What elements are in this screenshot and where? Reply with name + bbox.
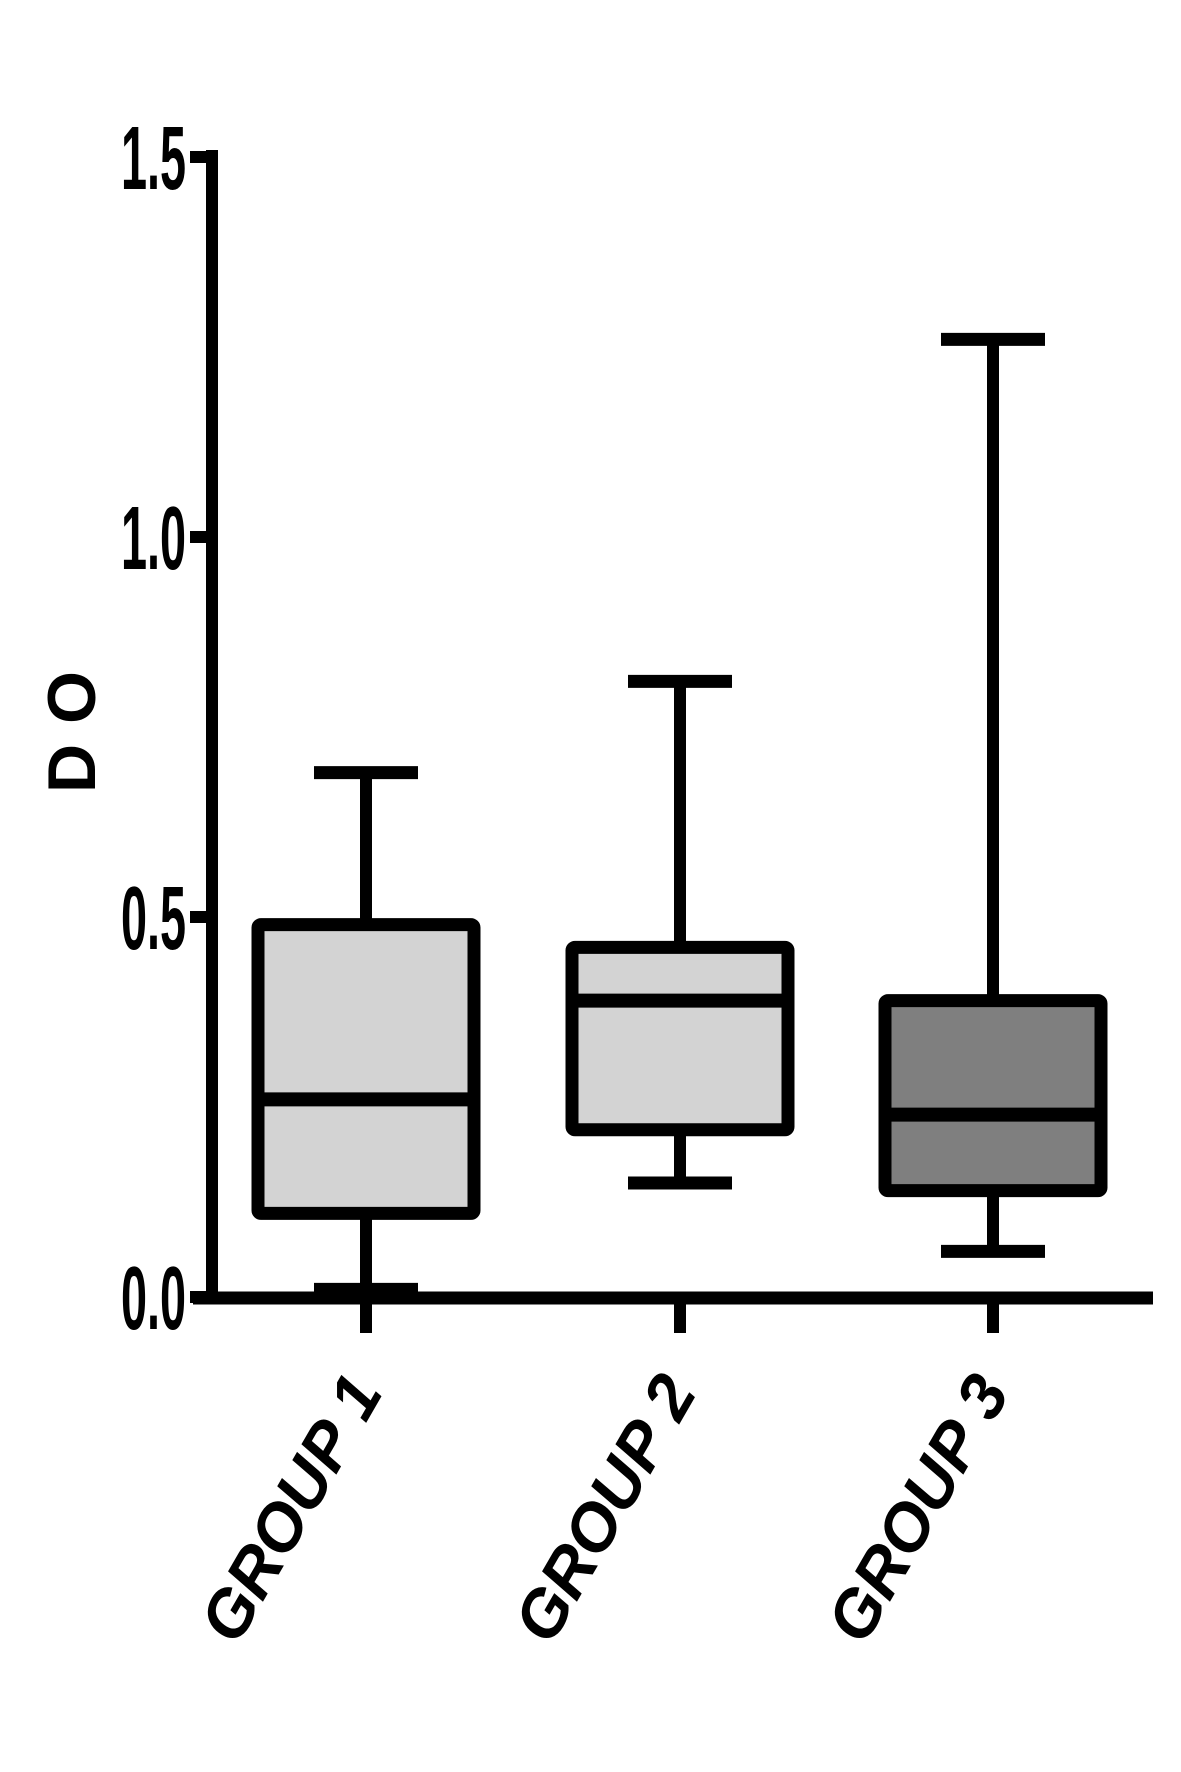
y-tick-label: 1.5	[121, 109, 186, 209]
box-group-3: GROUP 3	[812, 332, 1108, 1654]
box-group-1: GROUP 1	[185, 766, 481, 1654]
y-tick-label: 0.0	[121, 1249, 186, 1349]
x-category-label: GROUP 2	[499, 1362, 711, 1654]
iqr-box	[251, 918, 481, 1220]
y-tick-label: 0.5	[121, 869, 186, 969]
y-tick-label: 1.0	[121, 489, 186, 589]
iqr-box	[565, 940, 795, 1137]
y-axis-title: DO	[34, 651, 110, 793]
iqr-box	[878, 994, 1108, 1198]
box-group-2: GROUP 2	[499, 674, 795, 1654]
x-category-label: GROUP 1	[185, 1362, 396, 1654]
x-category-label: GROUP 3	[812, 1362, 1023, 1654]
